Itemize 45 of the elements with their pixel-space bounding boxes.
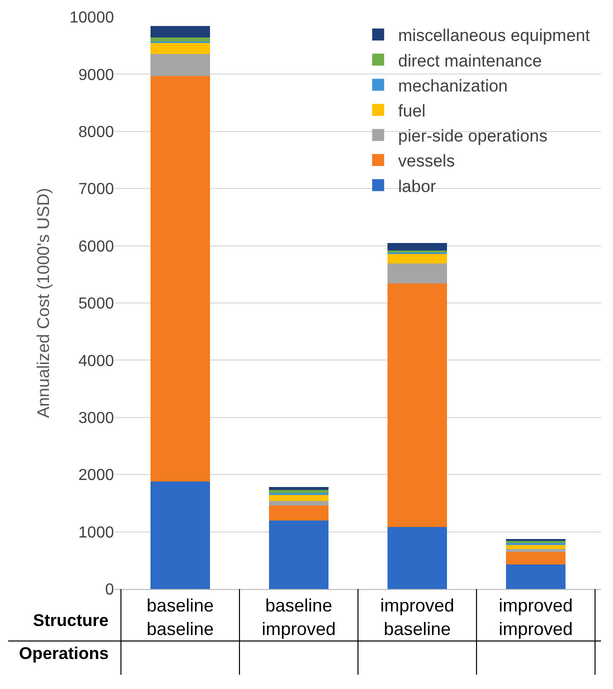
bar (269, 505, 328, 520)
bar (388, 284, 447, 528)
bar (150, 38, 210, 42)
text: Operations (19, 644, 109, 663)
bar (150, 76, 210, 482)
y-tick-label: 10000 (70, 10, 114, 27)
x-tick-label: improved baseline (380, 596, 454, 639)
y-tick-label: 6000 (78, 238, 114, 256)
legend-label: pier-side operations (398, 126, 548, 146)
bar (150, 42, 210, 54)
x-tick-label: baseline baseline (146, 596, 214, 639)
y-tick-label: 4000 (78, 352, 114, 370)
bar (506, 564, 566, 589)
bar (150, 54, 210, 76)
bar (388, 242, 447, 250)
bar (269, 500, 328, 506)
bar (506, 548, 566, 552)
bar (150, 26, 210, 38)
y-tick-label: 9000 (78, 66, 114, 84)
y-axis-title: Annualized Cost (1000's USD) (34, 188, 54, 418)
text: Structure (33, 611, 109, 630)
x-tick-label: baseline improved (262, 596, 336, 639)
y-tick-label: 3000 (78, 410, 114, 427)
legend-label: fuel (398, 101, 426, 120)
y-tick-label: 0 (105, 582, 114, 599)
y-tick-label: 8000 (78, 124, 114, 141)
bar (388, 253, 447, 264)
legend-label: miscellaneous equipment (398, 26, 590, 46)
legend-label: direct maintenance (398, 51, 542, 70)
y-tick-label: 1000 (78, 524, 114, 542)
bar (269, 487, 328, 490)
bar (269, 520, 328, 589)
legend-label: mechanization (398, 76, 508, 96)
bar (506, 552, 566, 564)
bar (388, 527, 447, 589)
x-tick-label: improved improved (498, 596, 573, 639)
legend-label: vessels (398, 152, 455, 171)
bar (269, 495, 328, 501)
y-tick-label: 7000 (78, 181, 114, 198)
y-tick-label: 2000 (78, 467, 114, 484)
bar (269, 490, 328, 493)
bar (150, 481, 210, 589)
legend-label: labor (398, 176, 436, 196)
bar (388, 264, 447, 284)
y-tick-label: 5000 (78, 296, 114, 313)
